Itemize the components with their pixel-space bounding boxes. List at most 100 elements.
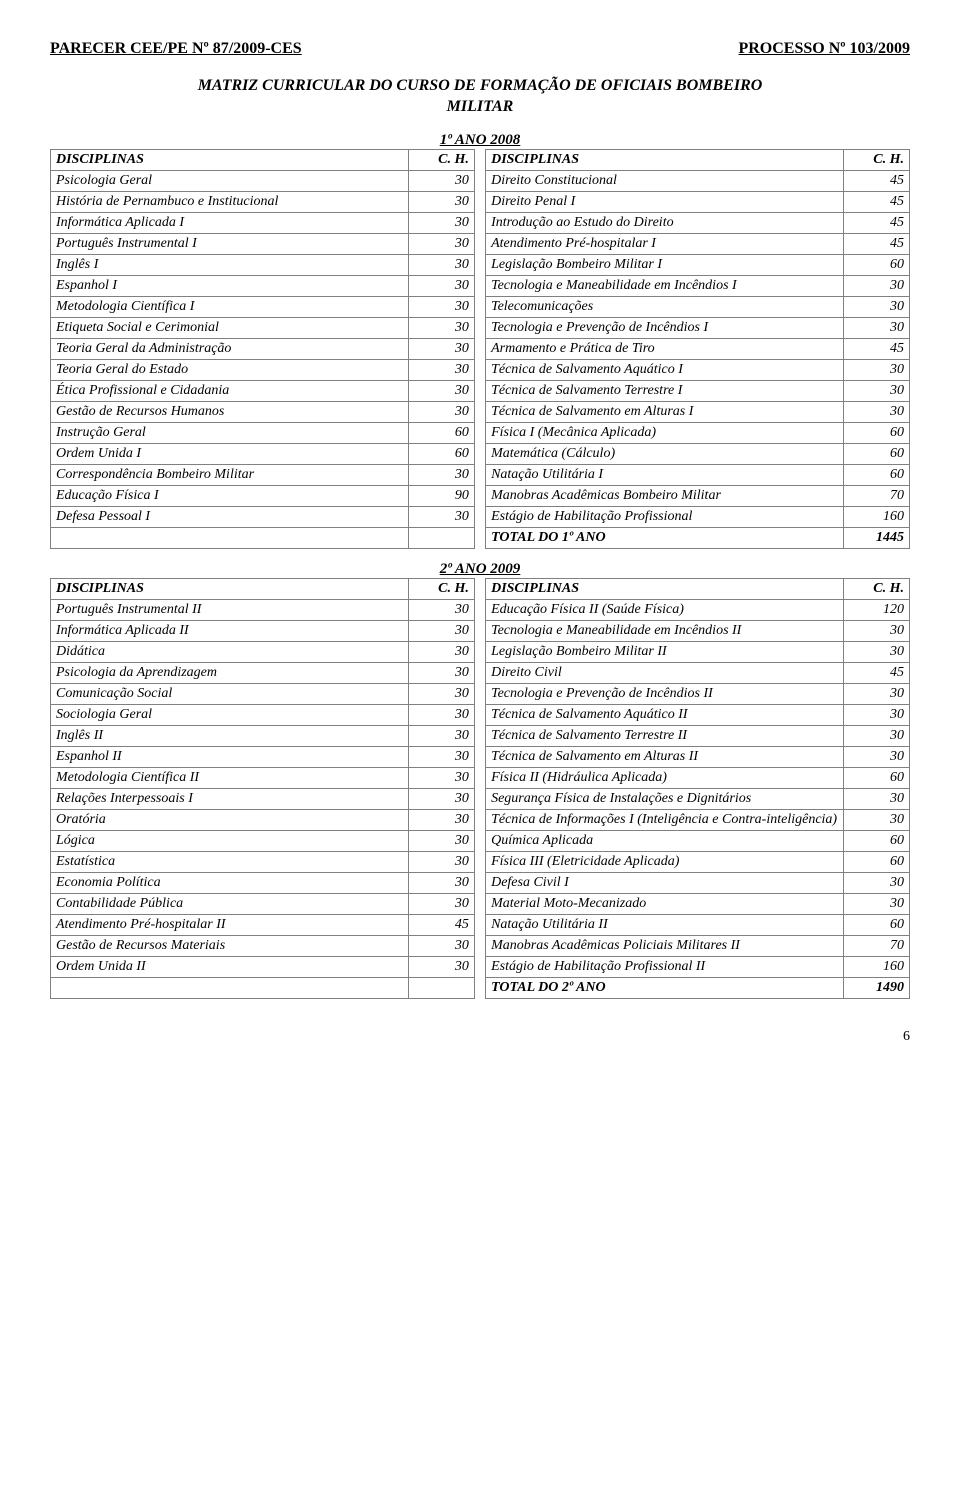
year1-title: 1º ANO 2008 — [50, 132, 910, 149]
table-gap — [474, 443, 485, 464]
table-cell-ch-right: 70 — [843, 935, 909, 956]
table-cell-ch-right: 30 — [843, 359, 909, 380]
document-title: MATRIZ CURRICULAR DO CURSO DE FORMAÇÃO D… — [50, 76, 910, 118]
table-cell-disc-left: Teoria Geral da Administração — [51, 338, 409, 359]
table-cell-disc-right: Segurança Física de Instalações e Dignit… — [486, 788, 844, 809]
table-cell-ch-right: 30 — [843, 296, 909, 317]
table-cell-ch-left: 30 — [408, 935, 474, 956]
table-cell-disc-right: Introdução ao Estudo do Direito — [486, 212, 844, 233]
table-gap — [474, 233, 485, 254]
table-cell-disc-right: Tecnologia e Prevenção de Incêndios II — [486, 683, 844, 704]
table-cell-disc-right: Técnica de Salvamento Aquático II — [486, 704, 844, 725]
table-cell-ch-right: 120 — [843, 599, 909, 620]
table-cell-ch-left: 30 — [408, 380, 474, 401]
table-gap — [474, 422, 485, 443]
year2-title: 2º ANO 2009 — [50, 561, 910, 578]
table-cell-ch-right: 45 — [843, 170, 909, 191]
table-cell-disc-right: Educação Física II (Saúde Física) — [486, 599, 844, 620]
table-cell-ch-right: 30 — [843, 317, 909, 338]
table-cell-ch-right: 160 — [843, 956, 909, 977]
table-cell-ch-right: 30 — [843, 809, 909, 830]
table-cell-ch-left: 30 — [408, 956, 474, 977]
table-cell-disc-left: Informática Aplicada II — [51, 620, 409, 641]
table-cell-ch-right: 45 — [843, 338, 909, 359]
table-gap — [474, 275, 485, 296]
table-cell-ch-right: 45 — [843, 191, 909, 212]
table-cell-disc-right: Técnica de Salvamento Terrestre II — [486, 725, 844, 746]
table-cell-ch-left: 30 — [408, 191, 474, 212]
table-gap — [474, 893, 485, 914]
table-cell-ch-left: 60 — [408, 422, 474, 443]
table-gap — [474, 401, 485, 422]
table-gap — [474, 599, 485, 620]
table-cell-ch-left: 30 — [408, 599, 474, 620]
table-gap — [474, 527, 485, 548]
table-cell-disc-right: Técnica de Informações I (Inteligência e… — [486, 809, 844, 830]
table-cell-ch-left: 30 — [408, 683, 474, 704]
table-cell-disc-right: Direito Constitucional — [486, 170, 844, 191]
table-cell-disc-left: Português Instrumental II — [51, 599, 409, 620]
year2-table: DISCIPLINASC. H.DISCIPLINASC. H.Portuguê… — [50, 578, 910, 999]
table-cell-disc-left: Inglês I — [51, 254, 409, 275]
table-cell-disc-right: Física III (Eletricidade Aplicada) — [486, 851, 844, 872]
col-header-ch-right: C. H. — [843, 149, 909, 170]
table-gap — [474, 317, 485, 338]
table-cell-disc-left: Espanhol I — [51, 275, 409, 296]
table-cell-disc-right: Tecnologia e Maneabilidade em Incêndios … — [486, 275, 844, 296]
table-cell-disc-left: Espanhol II — [51, 746, 409, 767]
table-gap — [474, 506, 485, 527]
year1-table: DISCIPLINASC. H.DISCIPLINASC. H.Psicolog… — [50, 149, 910, 549]
table-cell-ch-right: 30 — [843, 620, 909, 641]
table-cell-disc-left: Economia Política — [51, 872, 409, 893]
table-gap — [474, 641, 485, 662]
table-cell-ch-left: 30 — [408, 254, 474, 275]
table-cell-ch-left: 30 — [408, 338, 474, 359]
table-cell-ch-right: 30 — [843, 401, 909, 422]
table-gap — [474, 872, 485, 893]
table-cell-ch-left: 30 — [408, 704, 474, 725]
table-cell-ch-left: 30 — [408, 464, 474, 485]
table-cell-disc-left: História de Pernambuco e Institucional — [51, 191, 409, 212]
table-cell-disc-left: Gestão de Recursos Humanos — [51, 401, 409, 422]
table-cell-disc-right: Técnica de Salvamento Terrestre I — [486, 380, 844, 401]
table-gap — [474, 620, 485, 641]
table-gap — [474, 704, 485, 725]
table-cell-disc-left: Lógica — [51, 830, 409, 851]
table-gap — [474, 464, 485, 485]
table-gap — [474, 830, 485, 851]
table-cell-disc-left: Didática — [51, 641, 409, 662]
table-cell-disc-right: Armamento e Prática de Tiro — [486, 338, 844, 359]
table-cell-disc-right: Natação Utilitária II — [486, 914, 844, 935]
table-cell-disc-right: Química Aplicada — [486, 830, 844, 851]
table-cell-ch-right: 30 — [843, 872, 909, 893]
col-header-ch-left: C. H. — [408, 578, 474, 599]
table-cell-disc-left: Português Instrumental I — [51, 233, 409, 254]
table-cell-disc-right: Física II (Hidráulica Aplicada) — [486, 767, 844, 788]
table-cell-disc-right: Tecnologia e Maneabilidade em Incêndios … — [486, 620, 844, 641]
table-cell-disc-right: Física I (Mecânica Aplicada) — [486, 422, 844, 443]
table-cell-disc-right: Material Moto-Mecanizado — [486, 893, 844, 914]
header-left: PARECER CEE/PE Nº 87/2009-CES — [50, 40, 302, 58]
table-cell-disc-right: Tecnologia e Prevenção de Incêndios I — [486, 317, 844, 338]
table-cell-ch-left: 30 — [408, 506, 474, 527]
table-cell-disc-left: Educação Física I — [51, 485, 409, 506]
table-cell-disc-left — [51, 527, 409, 548]
document-title-line2: MILITAR — [447, 98, 514, 115]
table-cell-ch-left: 30 — [408, 851, 474, 872]
table-cell-ch-left — [408, 527, 474, 548]
table-cell-ch-right: 30 — [843, 683, 909, 704]
table-cell-ch-left: 30 — [408, 872, 474, 893]
table-cell-disc-right: Manobras Acadêmicas Bombeiro Militar — [486, 485, 844, 506]
table-cell-ch-left: 30 — [408, 620, 474, 641]
table-cell-disc-right: Telecomunicações — [486, 296, 844, 317]
table-gap — [474, 788, 485, 809]
table-cell-disc-left: Correspondência Bombeiro Militar — [51, 464, 409, 485]
table-cell-disc-right: Atendimento Pré-hospitalar I — [486, 233, 844, 254]
table-cell-disc-left: Contabilidade Pública — [51, 893, 409, 914]
table-cell-disc-right: Direito Civil — [486, 662, 844, 683]
table-cell-disc-right: Manobras Acadêmicas Policiais Militares … — [486, 935, 844, 956]
table-cell-disc-right: Técnica de Salvamento em Alturas I — [486, 401, 844, 422]
table-gap — [474, 170, 485, 191]
table-cell-disc-left: Atendimento Pré-hospitalar II — [51, 914, 409, 935]
col-header-disc-right: DISCIPLINAS — [486, 578, 844, 599]
